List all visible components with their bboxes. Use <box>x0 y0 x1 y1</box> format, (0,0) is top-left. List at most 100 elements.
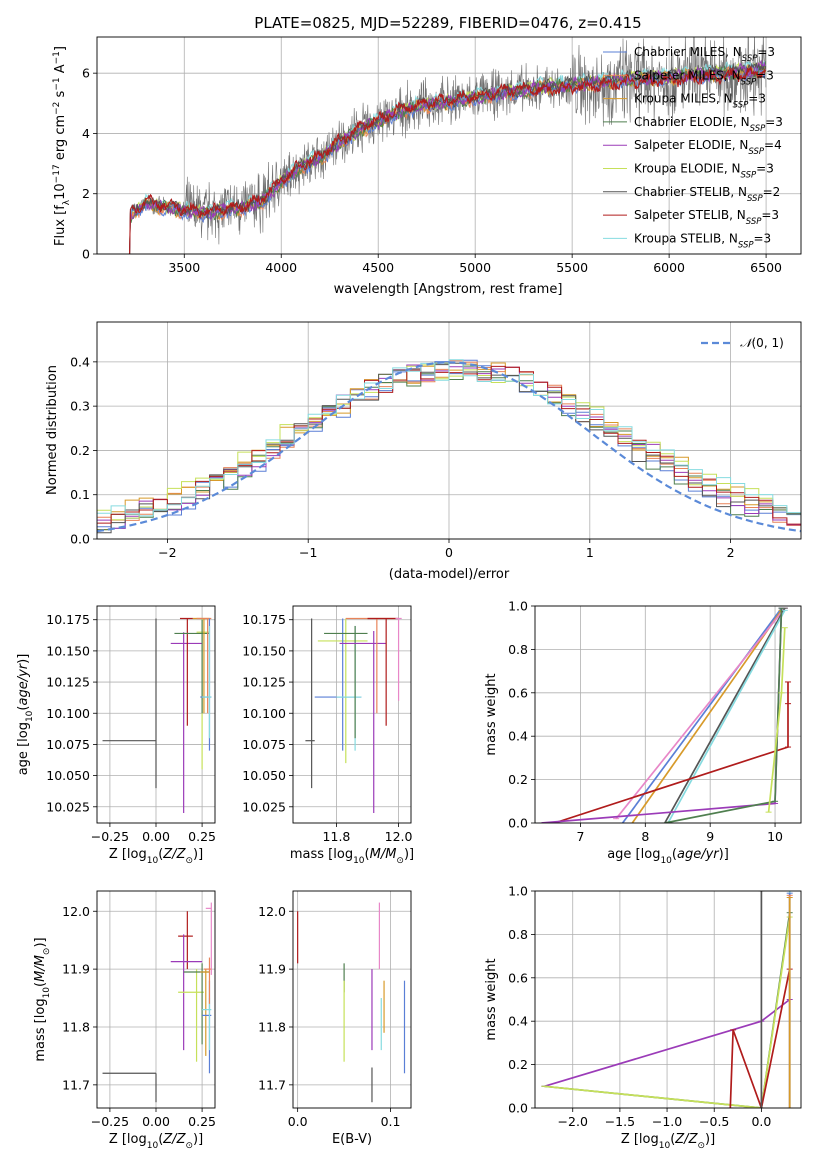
plot-area <box>128 37 767 254</box>
legend-entry: Kroupa ELODIE, NSSP=3 <box>634 162 774 181</box>
y-axis-label: mass weight <box>484 958 499 1040</box>
y-tick-label: 0.8 <box>508 642 528 657</box>
x-tick-label: 10 <box>767 829 783 844</box>
panel-massweight_vs_Z: −2.0 −1.5 −1.0 −0.5 0.0 0.0 0.2 0.4 0.6 0.8 1.0 Z [… <box>484 884 802 1151</box>
legend-args: (0, 1) <box>752 336 784 350</box>
legend-entry: Kroupa MILES, NSSP=3 <box>634 92 766 111</box>
plot-area <box>102 902 212 1103</box>
label-part: mass [log <box>290 847 353 862</box>
grid <box>293 891 411 1108</box>
label-part: −1 <box>52 51 62 64</box>
label-part: 10 <box>147 856 159 866</box>
y-tick-label: 1.0 <box>508 599 528 614</box>
legend-entry: Salpeter MILES, NSSP=3 <box>634 68 774 87</box>
weight-line <box>664 607 786 823</box>
legend-nssp: =3 <box>761 208 779 222</box>
y-tick-label: 10.125 <box>242 675 286 690</box>
label-part: M/M <box>370 847 397 862</box>
label-part: −2 <box>52 102 62 115</box>
legend-nssp: =3 <box>754 231 772 245</box>
label-part: age [log <box>16 722 31 775</box>
y-tick-label: 10.100 <box>46 706 90 721</box>
label-part: mass weight <box>484 958 499 1040</box>
x-tick-label: 12.0 <box>385 829 413 844</box>
y-tick-label: 0.0 <box>508 816 528 831</box>
label-part: ( <box>158 1132 163 1147</box>
x-tick-label: −2.0 <box>558 1114 588 1129</box>
y-tick-label: 11.8 <box>258 1019 286 1034</box>
label-part: E(B-V) <box>332 1132 372 1147</box>
x-tick-label: 7 <box>576 829 584 844</box>
y-tick-label: 0.4 <box>508 1014 528 1029</box>
panel-age_vs_mass: 11.8 12.0 10.025 10.050 10.075 10.100 10.125 10… <box>242 605 414 866</box>
legend-sub: SSP <box>738 240 754 250</box>
y-tick-label: 0.2 <box>70 443 90 458</box>
label-part: age/yr <box>677 847 720 862</box>
label-part: )] <box>404 847 414 862</box>
legend-sub: SSP <box>746 217 762 227</box>
weight-line <box>621 607 783 823</box>
y-tick-label: 10.050 <box>46 768 90 783</box>
legend-model: Kroupa ELODIE, N <box>634 162 741 176</box>
label-part: Z/Z <box>162 847 186 862</box>
grid <box>97 322 801 540</box>
label-part: ⊙ <box>42 948 52 956</box>
label-part: 10 <box>53 183 68 200</box>
y-tick-label: 11.9 <box>62 962 90 977</box>
legend-nssp: =4 <box>764 138 782 152</box>
label-part: λ <box>62 199 72 205</box>
x-tick-label: −2 <box>158 545 176 560</box>
y-tick-label: 10.075 <box>242 737 286 752</box>
x-tick-label: 5000 <box>459 260 491 275</box>
y-tick-label: 0.3 <box>70 399 90 414</box>
legend-entry: Chabrier ELODIE, NSSP=3 <box>634 115 783 134</box>
y-tick-label: 11.7 <box>62 1077 90 1092</box>
x-axis-label: mass [log10(M/M⊙)] <box>290 847 414 866</box>
y-tick-label: 0.2 <box>508 1057 528 1072</box>
x-tick-label: 3500 <box>168 260 200 275</box>
legend-sub: SSP <box>748 147 764 157</box>
weight-line <box>541 608 783 823</box>
y-axis-label: mass weight <box>484 673 499 755</box>
label-part: erg cm <box>53 115 68 164</box>
x-tick-label: 0.00 <box>142 829 170 844</box>
legend-model: Kroupa MILES, N <box>634 92 733 106</box>
legend-n: 𝒩 <box>740 336 755 350</box>
legend-nssp: =3 <box>748 92 766 106</box>
weight-line <box>729 968 791 1108</box>
label-part: 10 <box>147 1141 159 1151</box>
label-part: ⊙ <box>185 856 193 866</box>
label-part: ( <box>365 847 370 862</box>
legend-sub: SSP <box>750 124 766 134</box>
y-tick-label: 0.0 <box>508 1101 528 1116</box>
x-tick-label: −0.5 <box>699 1114 729 1129</box>
plot-area <box>97 359 801 536</box>
legend-model: Chabrier MILES, N <box>634 45 742 59</box>
axes-frame <box>96 36 802 255</box>
legend-nssp: =3 <box>765 115 783 129</box>
label-part: Z/Z <box>674 1132 698 1147</box>
legend-nssp: =3 <box>756 162 774 176</box>
label-part: Normed distribution <box>45 365 60 495</box>
legend-entry: Kroupa STELIB, NSSP=3 <box>634 231 771 250</box>
x-axis-label: E(B-V) <box>332 1132 372 1147</box>
y-tick-label: 0.6 <box>508 970 528 985</box>
legend-nssp: =2 <box>763 185 781 199</box>
y-tick-label: 10.075 <box>46 737 90 752</box>
label-part: Z [log <box>621 1132 659 1147</box>
label-part: 10 <box>353 856 365 866</box>
label-part: Z [log <box>109 847 147 862</box>
x-tick-label: −1 <box>299 545 317 560</box>
label-part: ( <box>158 847 163 862</box>
weight-line <box>554 682 789 823</box>
label-part: 10 <box>659 1141 671 1151</box>
grid <box>293 606 411 823</box>
legend-sub: SSP <box>747 194 763 204</box>
x-tick-label: −1.5 <box>605 1114 635 1129</box>
axes-frame <box>534 605 802 824</box>
label-part: ⊙ <box>185 1141 193 1151</box>
y-tick-label: 0.0 <box>70 532 90 547</box>
x-tick-label: 6000 <box>653 260 685 275</box>
y-axis-label: Flux [fλ10−17 erg cm−2 s−1 A−1] <box>52 46 72 246</box>
